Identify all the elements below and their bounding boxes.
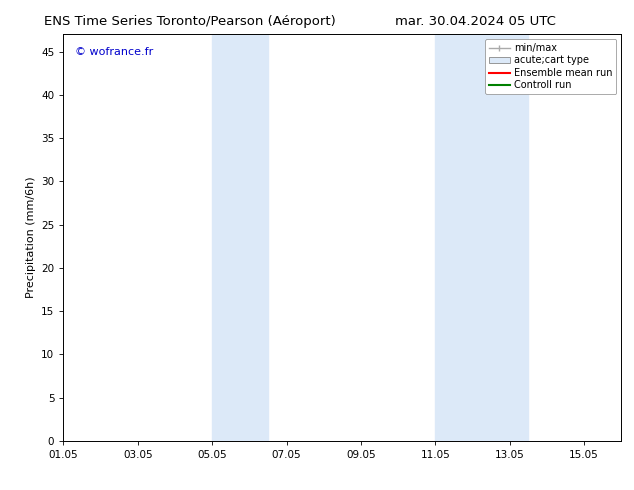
Text: © wofrance.fr: © wofrance.fr [75, 47, 153, 56]
Text: mar. 30.04.2024 05 UTC: mar. 30.04.2024 05 UTC [395, 15, 556, 28]
Text: ENS Time Series Toronto/Pearson (Aéroport): ENS Time Series Toronto/Pearson (Aéropor… [44, 15, 336, 28]
Y-axis label: Precipitation (mm/6h): Precipitation (mm/6h) [25, 177, 36, 298]
Bar [212, 34, 268, 441]
Legend: min/max, acute;cart type, Ensemble mean run, Controll run: min/max, acute;cart type, Ensemble mean … [485, 39, 616, 94]
Bar [436, 34, 528, 441]
